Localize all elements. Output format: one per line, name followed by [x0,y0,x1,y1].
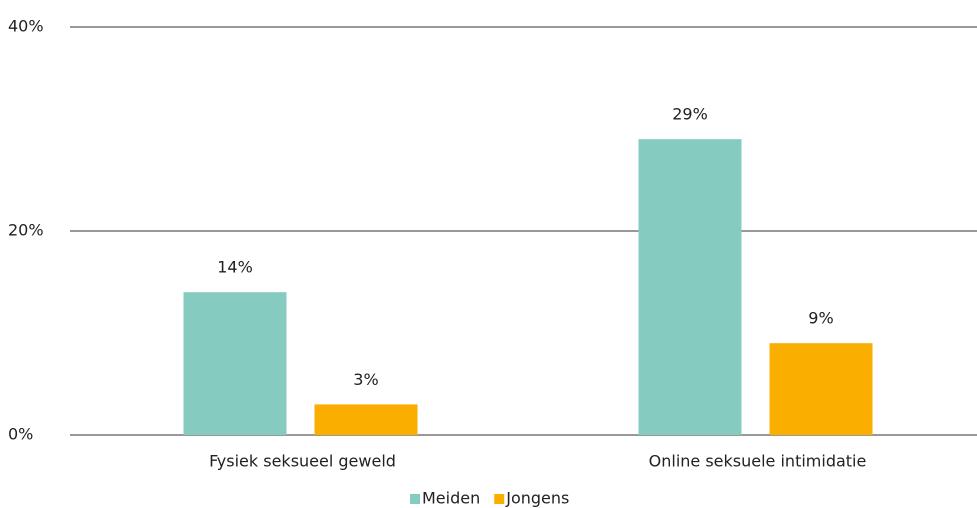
legend-swatch [410,494,420,504]
legend-label: Jongens [505,489,569,508]
y-tick-label: 0% [8,425,33,444]
bar [314,404,418,435]
value-label: 29% [672,105,708,124]
bar [638,139,742,435]
bar [183,292,287,435]
y-tick-label: 20% [8,221,44,240]
legend-swatch [494,494,505,504]
x-tick-label: Fysiek seksueel geweld [209,452,396,471]
value-label: 9% [808,309,833,328]
legend-label: Meiden [422,489,480,508]
bar [769,343,873,435]
value-label: 3% [353,370,378,389]
y-tick-label: 40% [8,17,44,36]
x-tick-label: Online seksuele intimidatie [649,452,867,471]
value-label: 14% [217,258,253,277]
